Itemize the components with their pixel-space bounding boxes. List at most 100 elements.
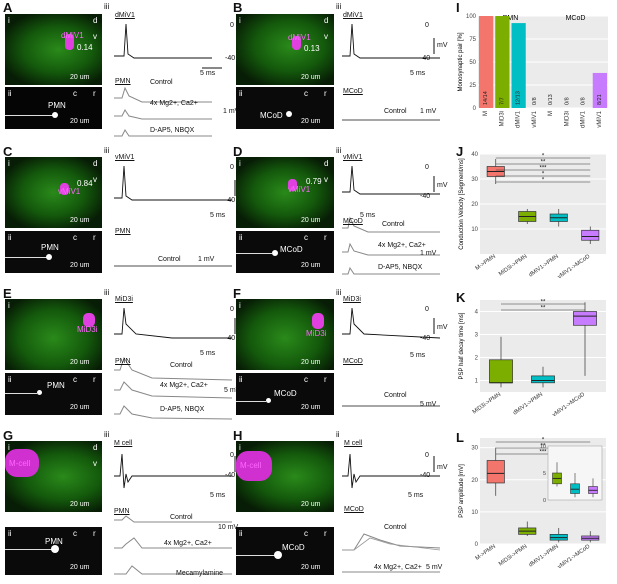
- target-recording-label: MCoD: [343, 218, 363, 225]
- bar: [479, 16, 494, 108]
- target-label: PMN: [47, 381, 65, 390]
- neuron-label: MiD3i: [77, 325, 98, 334]
- trace-label-control: Control: [170, 514, 193, 521]
- panel-sublabel: i: [239, 301, 241, 310]
- axis-c: c: [304, 233, 308, 242]
- y-tick-label: 100: [466, 14, 477, 20]
- neuron-label: dMiV1: [61, 31, 84, 40]
- scale-bar-label: 20 um: [70, 118, 90, 125]
- trace-label-control: Control: [158, 256, 181, 263]
- scale-minus40: -40: [225, 472, 236, 479]
- axis-r: r: [93, 375, 96, 384]
- bar-label: 0/8: [532, 97, 538, 105]
- ephys-traces: [342, 23, 440, 121]
- target-label: PMN: [45, 537, 63, 546]
- value-label: 0.84: [77, 179, 93, 188]
- brightfield-image: ii PMN c r 20 um: [5, 373, 102, 415]
- scale-bar-label: 20 um: [301, 359, 321, 366]
- y-tick-label: 20: [471, 478, 478, 484]
- axis-d: d: [324, 16, 329, 25]
- scale-mv: mV: [437, 182, 448, 189]
- panel-sublabel: i: [239, 443, 241, 452]
- scale-zero: 0: [230, 306, 234, 313]
- scale-5ms: 5 ms: [210, 212, 226, 219]
- group-label: PMN: [503, 15, 519, 22]
- panel-letter: B: [233, 0, 243, 15]
- brightfield-image: ii PMN c r 20 um: [5, 87, 102, 129]
- neuron-label: M-cell: [9, 459, 31, 468]
- scale-5mv: 5 mV: [420, 401, 437, 408]
- panel-letter-i: I: [456, 0, 460, 15]
- target-label: MCoD: [282, 543, 305, 552]
- significance-marker: *: [542, 438, 545, 444]
- target-label: PMN: [48, 101, 66, 110]
- trace-label-blocker: D-AP5, NBQX: [150, 127, 195, 134]
- y-tick-label: 20: [471, 202, 478, 208]
- trace-label-mg: 4x Mg2+, Ca2+: [160, 382, 208, 389]
- trace-label-blocker: D-AP5, NBQX: [160, 406, 205, 413]
- scale-bar-label: 20 um: [301, 564, 321, 571]
- target-recording-label: PMN: [115, 78, 131, 85]
- axis-r: r: [93, 529, 96, 538]
- scale-bar-label: 20 um: [70, 564, 90, 571]
- recording-label: dMiV1: [343, 12, 363, 19]
- panel-sublabel: i: [8, 443, 10, 452]
- scale-minus40: -40: [420, 472, 431, 479]
- scale-zero: 0: [425, 164, 429, 171]
- significance-marker: **: [541, 300, 546, 306]
- x-tick-label: M: [548, 111, 554, 116]
- scale-bar-label: 20 um: [70, 217, 90, 224]
- panel-sublabel: iii: [104, 430, 110, 439]
- brightfield-image: ii MCoD c r 20 um: [236, 373, 334, 415]
- panel-sublabel: ii: [8, 529, 12, 538]
- trace-label-control: Control: [384, 524, 407, 531]
- y-axis-label: Conduction Velocity [Segment/ms]: [459, 158, 465, 250]
- ephys-traces: [114, 165, 236, 267]
- target-label: PMN: [41, 243, 59, 252]
- y-tick-label: 0: [473, 106, 477, 112]
- recording-label: vMiV1: [343, 154, 363, 161]
- scale-bar-label: 20 um: [70, 404, 90, 411]
- scale-1mv: 1 mV: [420, 108, 437, 115]
- y-tick-label: 3: [475, 333, 479, 339]
- scale-bar-label: 20 um: [301, 74, 321, 81]
- y-tick-label: 75: [469, 37, 476, 43]
- scale-zero: 0: [425, 22, 429, 29]
- target-label: MCoD: [280, 245, 303, 254]
- y-tick-label: 10: [471, 510, 478, 516]
- panel-sublabel: iii: [336, 146, 342, 155]
- inset-y-tick-label: 10: [540, 444, 546, 450]
- scale-10mv: 10 mV: [218, 524, 239, 531]
- target-recording-label: PMN: [114, 508, 130, 515]
- scale-zero: 0: [230, 164, 234, 171]
- bar-label: 7/7: [499, 97, 505, 105]
- trace-label-mg: 4x Mg2+, Ca2+: [150, 100, 198, 107]
- axis-v: v: [93, 175, 97, 184]
- axis-v: v: [93, 459, 97, 468]
- axis-r: r: [324, 375, 327, 384]
- panel-sublabel: i: [239, 159, 241, 168]
- scale-5ms: 5 ms: [200, 70, 216, 77]
- bar: [592, 72, 607, 108]
- panel-letter-k: K: [456, 290, 466, 305]
- scale-5ms: 5 ms: [200, 350, 216, 357]
- target-label: MCoD: [260, 111, 283, 120]
- y-tick-label: 4: [475, 310, 479, 316]
- bar-label: 0/8: [564, 97, 570, 105]
- panel-sublabel: iii: [336, 288, 342, 297]
- scale-bar-label: 20 um: [301, 262, 321, 269]
- significance-marker: *: [542, 154, 545, 160]
- bar: [511, 23, 526, 108]
- y-tick-label: 25: [469, 83, 476, 89]
- axis-r: r: [93, 233, 96, 242]
- x-tick-label: dMiV1->PMN: [512, 392, 544, 417]
- x-tick-label: dMiV1: [581, 110, 587, 128]
- scale-bar-label: 20 um: [70, 262, 90, 269]
- scale-mv: mV: [437, 464, 448, 471]
- x-tick-label: MiD3i->PMN: [472, 392, 502, 416]
- y-tick-label: 0: [475, 542, 479, 548]
- brightfield-image: ii MCoD c r 20 um: [236, 231, 334, 273]
- y-tick-label: 1: [475, 379, 479, 385]
- x-tick-label: vMiV1->MCoD: [552, 392, 586, 419]
